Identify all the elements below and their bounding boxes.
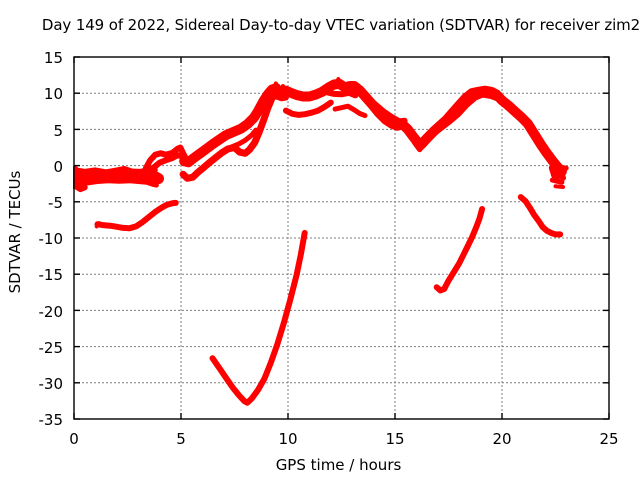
series-end-whisker-3 xyxy=(549,177,565,185)
y-tick-label: -30 xyxy=(38,375,64,393)
y-tick-label: 10 xyxy=(43,85,63,104)
x-axis-label: GPS time / hours xyxy=(275,456,402,474)
x-tick-label: 20 xyxy=(492,429,512,448)
series-final-descent-strand xyxy=(508,106,566,181)
y-tick-label: -15 xyxy=(38,266,64,285)
series-band-core xyxy=(73,168,164,185)
y-tick-label: 5 xyxy=(53,121,63,140)
series-main-spine xyxy=(179,78,567,177)
series-deep-v-arc xyxy=(209,229,308,406)
y-tick-label: 15 xyxy=(43,49,63,68)
x-tick-label: 5 xyxy=(176,429,186,448)
series-rise-arc-late xyxy=(433,206,486,294)
series-peak1-spike-b xyxy=(280,84,285,91)
series-saddle-low-strand xyxy=(282,99,334,118)
x-tick-label: 25 xyxy=(599,429,619,448)
series-peak2-low-strand xyxy=(332,103,368,119)
series-descent-upper-strand xyxy=(355,88,408,125)
series-group xyxy=(73,77,569,406)
series-peak1-spike xyxy=(272,81,278,90)
series-dip-extra xyxy=(411,139,428,153)
chart-title: Day 149 of 2022, Sidereal Day-to-day VTE… xyxy=(41,16,640,34)
series-end-whisker-4 xyxy=(553,184,565,189)
series-end-whisker-1 xyxy=(550,163,569,171)
y-tick-label: -10 xyxy=(38,230,64,249)
series-peak3-parallel-strand xyxy=(420,91,509,145)
y-tick-label: -25 xyxy=(38,338,64,357)
series-band-bottom-edge xyxy=(74,178,159,188)
x-tick-label: 15 xyxy=(385,429,405,448)
series-peak2-spike xyxy=(335,77,341,86)
x-tick-label: 0 xyxy=(69,429,79,448)
series-end-whisker-2 xyxy=(550,172,566,179)
y-tick-label: -20 xyxy=(38,302,64,321)
series-mid-strand-upper xyxy=(228,127,259,150)
series-peak1-under-strand xyxy=(261,93,289,111)
series-low-arc-early xyxy=(94,199,179,232)
y-tick-label: -5 xyxy=(48,194,63,212)
series-fall-arc-late xyxy=(517,194,564,238)
y-tick-label: 0 xyxy=(53,157,63,176)
series-branch-rise-b xyxy=(145,152,185,176)
series-low-arc-early-tick xyxy=(94,221,102,229)
x-tick-label: 10 xyxy=(278,429,298,448)
y-tick-label: -35 xyxy=(38,411,64,430)
series-peak2-under-strand xyxy=(324,89,359,99)
series-left-edge-drip xyxy=(73,183,88,193)
